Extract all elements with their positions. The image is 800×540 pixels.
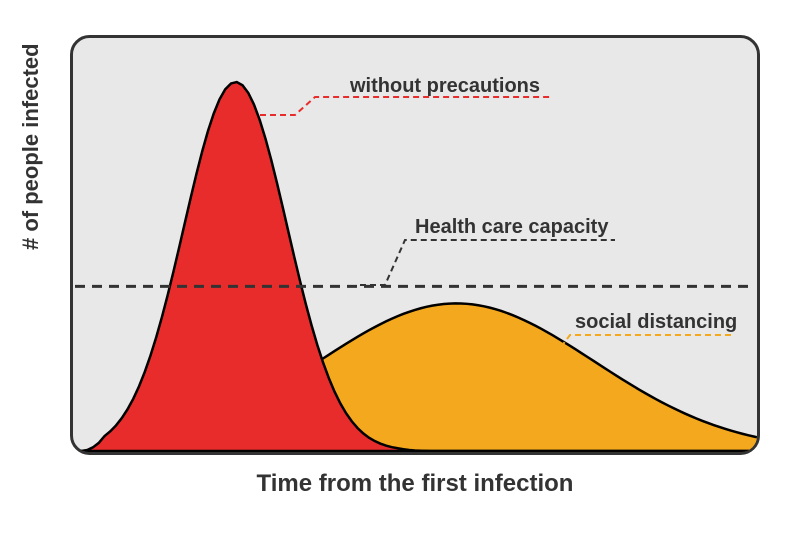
annotation-social_distancing: social distancing [575,311,737,334]
x-axis-label: Time from the first infection [70,470,760,498]
y-axis-label: # of people infected [18,43,44,250]
annotation-health_care_capacity: Health care capacity [415,216,608,239]
chart-plot-area: without precautions Health care capacity s… [70,35,760,455]
annotation-without_precautions: without precautions [350,75,540,98]
chart-svg [70,35,760,455]
